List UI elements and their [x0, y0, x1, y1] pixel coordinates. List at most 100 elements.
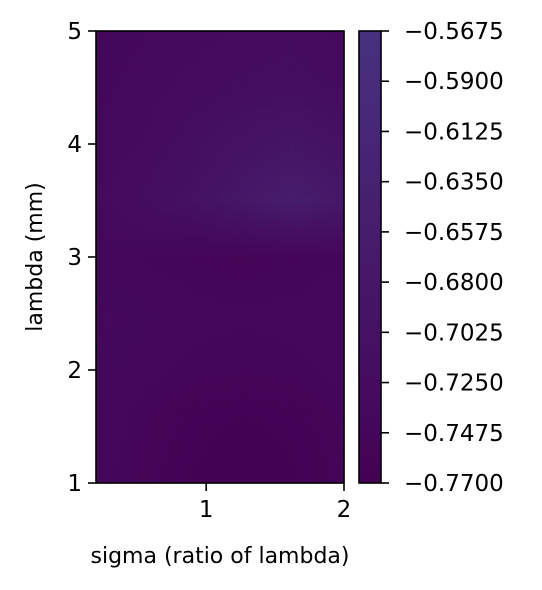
heatmap-cell	[288, 181, 297, 190]
heatmap-cell	[302, 174, 311, 183]
heatmap-cell	[226, 31, 235, 40]
heatmap-cell	[109, 46, 118, 55]
heatmap-cell	[96, 106, 104, 115]
heatmap-cell	[254, 452, 262, 461]
heatmap-cell	[171, 339, 180, 348]
heatmap-cell	[130, 400, 138, 409]
heatmap-cell	[316, 219, 324, 228]
heatmap-cell	[171, 437, 180, 446]
heatmap-cell	[102, 437, 111, 446]
heatmap-cell	[130, 279, 138, 288]
heatmap-cell	[185, 219, 194, 228]
heatmap-cell	[288, 272, 297, 281]
heatmap-cell	[102, 181, 111, 190]
heatmap-cell	[254, 279, 262, 288]
heatmap-cell	[199, 302, 207, 311]
heatmap-cell	[220, 204, 228, 213]
heatmap-cell	[151, 174, 159, 183]
heatmap-cell	[109, 68, 118, 77]
heatmap-cell	[164, 53, 173, 62]
heatmap-cell	[206, 211, 214, 220]
heatmap-cell	[109, 211, 118, 220]
heatmap-cell	[144, 128, 152, 138]
heatmap-cell	[123, 370, 132, 379]
heatmap-cell	[233, 98, 242, 107]
heatmap-cell	[144, 362, 152, 371]
heatmap-cell	[220, 76, 228, 85]
heatmap-cell	[295, 174, 304, 183]
heatmap-cell	[123, 211, 132, 220]
heatmap-cell	[109, 332, 118, 341]
heatmap-cell	[109, 294, 118, 303]
heatmap-cell	[171, 181, 180, 190]
heatmap-cell	[158, 445, 166, 454]
heatmap-cell	[192, 475, 200, 484]
heatmap-cell	[137, 234, 145, 243]
heatmap-cell	[302, 317, 311, 326]
heatmap-cell	[288, 287, 297, 296]
heatmap-cell	[158, 452, 166, 461]
y-tick-label: 4	[67, 132, 82, 158]
heatmap-cell	[309, 121, 318, 130]
heatmap-cell	[220, 370, 228, 379]
heatmap-cell	[268, 174, 276, 183]
heatmap-cell	[330, 354, 338, 364]
heatmap-cell	[151, 354, 159, 364]
heatmap-cell	[178, 174, 187, 183]
heatmap-cell	[130, 467, 138, 477]
heatmap-cell	[330, 174, 338, 183]
heatmap-cell	[158, 332, 166, 341]
heatmap-cell	[158, 437, 166, 446]
heatmap-cell	[316, 181, 324, 190]
heatmap-cell	[164, 76, 173, 85]
heatmap-cell	[226, 226, 235, 235]
heatmap-cell	[123, 460, 132, 469]
heatmap-cell	[144, 324, 152, 333]
heatmap-cell	[226, 302, 235, 311]
heatmap-cell	[123, 347, 132, 356]
heatmap-cell	[116, 31, 125, 40]
y-tick-label: 5	[67, 19, 82, 45]
heatmap-cell	[330, 136, 338, 145]
heatmap-cell	[330, 279, 338, 288]
heatmap-cell	[185, 377, 194, 386]
heatmap-cell	[109, 76, 118, 85]
heatmap-cell	[123, 452, 132, 461]
heatmap-cell	[323, 354, 331, 364]
heatmap-cell	[130, 294, 138, 303]
heatmap-cell	[268, 61, 276, 70]
heatmap-cell	[240, 91, 249, 100]
heatmap-cell	[137, 430, 145, 439]
heatmap-cell	[109, 452, 118, 461]
heatmap-cell	[144, 98, 152, 107]
heatmap-cell	[123, 317, 132, 326]
heatmap-cell	[199, 287, 207, 296]
heatmap-cell	[337, 257, 345, 266]
heatmap-cell	[206, 174, 214, 183]
heatmap-cell	[178, 159, 187, 168]
heatmap-cell	[164, 324, 173, 333]
heatmap-cell	[295, 370, 304, 379]
heatmap-cell	[233, 106, 242, 115]
heatmap-cell	[206, 166, 214, 175]
heatmap-cell	[171, 392, 180, 401]
heatmap-cell	[130, 211, 138, 220]
heatmap-cell	[151, 370, 159, 379]
heatmap-cell	[261, 121, 269, 130]
heatmap-cell	[240, 309, 249, 318]
heatmap-cell	[130, 174, 138, 183]
heatmap-cell	[130, 196, 138, 205]
heatmap-cell	[233, 377, 242, 386]
heatmap-cell	[206, 98, 214, 107]
heatmap-cell	[233, 113, 242, 122]
heatmap-cell	[144, 370, 152, 379]
heatmap-cell	[96, 68, 104, 77]
heatmap-cell	[116, 415, 125, 424]
heatmap-cell	[240, 392, 249, 401]
heatmap-cell	[164, 121, 173, 130]
heatmap-cell	[275, 61, 283, 70]
heatmap-cell	[116, 437, 125, 446]
heatmap-cell	[109, 219, 118, 228]
heatmap-cell	[261, 264, 269, 273]
